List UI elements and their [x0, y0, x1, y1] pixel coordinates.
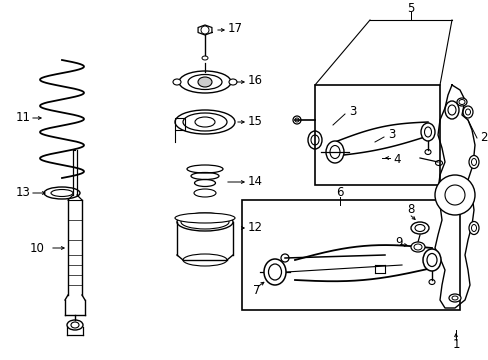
Bar [175, 118, 184, 130]
Text: 5: 5 [407, 1, 414, 14]
Ellipse shape [325, 141, 343, 163]
Ellipse shape [173, 79, 181, 85]
Text: 2: 2 [479, 131, 487, 144]
Ellipse shape [422, 249, 440, 271]
Ellipse shape [264, 259, 285, 285]
Ellipse shape [426, 253, 436, 266]
Circle shape [434, 175, 474, 215]
Ellipse shape [458, 99, 464, 104]
Ellipse shape [470, 158, 475, 166]
Text: 7: 7 [252, 284, 260, 297]
Ellipse shape [420, 123, 434, 141]
Text: 17: 17 [227, 22, 243, 35]
Text: 16: 16 [247, 73, 263, 86]
Text: 9: 9 [394, 235, 402, 248]
Ellipse shape [410, 222, 428, 234]
Ellipse shape [451, 296, 457, 300]
Ellipse shape [410, 242, 424, 252]
Text: 3: 3 [348, 105, 356, 118]
Text: 6: 6 [336, 186, 343, 199]
Text: 11: 11 [16, 112, 31, 125]
Text: 14: 14 [247, 175, 263, 189]
Ellipse shape [414, 225, 424, 231]
Ellipse shape [198, 77, 212, 87]
Bar [242, 200, 459, 310]
Text: 3: 3 [387, 129, 395, 141]
Text: 13: 13 [16, 186, 31, 199]
Ellipse shape [228, 79, 237, 85]
Circle shape [444, 185, 464, 205]
Text: 15: 15 [247, 116, 263, 129]
Ellipse shape [456, 98, 466, 106]
Text: 1: 1 [451, 338, 459, 351]
Ellipse shape [448, 294, 460, 302]
Ellipse shape [268, 264, 281, 280]
Ellipse shape [468, 156, 478, 168]
Ellipse shape [329, 145, 339, 158]
Ellipse shape [468, 221, 478, 234]
Text: 4: 4 [392, 153, 400, 166]
Ellipse shape [175, 213, 235, 223]
Ellipse shape [470, 225, 475, 231]
Ellipse shape [413, 244, 421, 250]
Text: 12: 12 [247, 221, 263, 234]
Bar [314, 85, 439, 185]
Text: 8: 8 [406, 203, 413, 216]
Text: 10: 10 [30, 242, 45, 255]
